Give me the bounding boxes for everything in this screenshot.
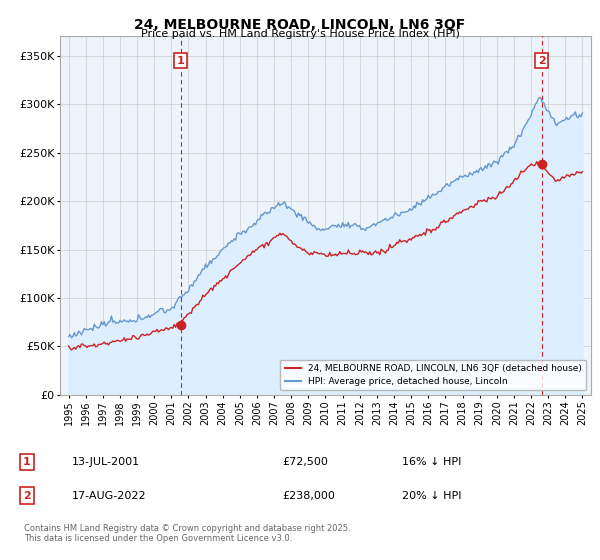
Text: £72,500: £72,500: [282, 457, 328, 467]
Text: 2: 2: [538, 55, 545, 66]
Text: 16% ↓ HPI: 16% ↓ HPI: [402, 457, 461, 467]
Text: 24, MELBOURNE ROAD, LINCOLN, LN6 3QF: 24, MELBOURNE ROAD, LINCOLN, LN6 3QF: [134, 18, 466, 32]
Text: 20% ↓ HPI: 20% ↓ HPI: [402, 491, 461, 501]
Text: 2: 2: [23, 491, 31, 501]
Text: Contains HM Land Registry data © Crown copyright and database right 2025.
This d: Contains HM Land Registry data © Crown c…: [24, 524, 350, 543]
Legend: 24, MELBOURNE ROAD, LINCOLN, LN6 3QF (detached house), HPI: Average price, detac: 24, MELBOURNE ROAD, LINCOLN, LN6 3QF (de…: [280, 360, 586, 390]
Text: 13-JUL-2001: 13-JUL-2001: [72, 457, 140, 467]
Text: 17-AUG-2022: 17-AUG-2022: [72, 491, 146, 501]
Text: 1: 1: [23, 457, 31, 467]
Text: 1: 1: [177, 55, 184, 66]
Text: Price paid vs. HM Land Registry's House Price Index (HPI): Price paid vs. HM Land Registry's House …: [140, 29, 460, 39]
Text: £238,000: £238,000: [282, 491, 335, 501]
